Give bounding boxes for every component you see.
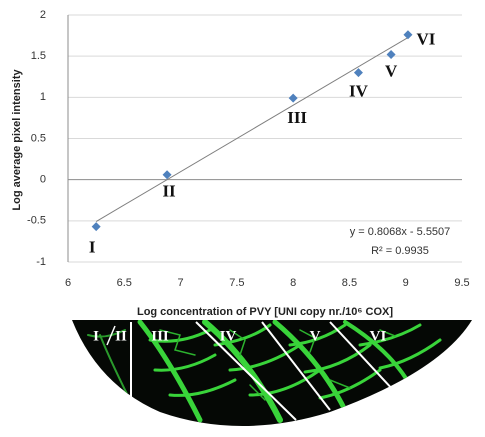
leaf-section-label: III bbox=[151, 328, 169, 344]
data-point bbox=[162, 170, 172, 180]
leaf-shape bbox=[72, 320, 472, 426]
r-squared: R² = 0.9935 bbox=[371, 245, 429, 257]
x-tick-label: 9 bbox=[403, 277, 409, 289]
y-tick-label: 1 bbox=[40, 91, 46, 103]
data-point bbox=[353, 68, 363, 78]
point-label: VI bbox=[417, 30, 436, 49]
leaf-section-label: VI bbox=[370, 328, 387, 344]
data-point bbox=[386, 50, 396, 60]
x-tick-label: 9.5 bbox=[454, 277, 469, 289]
data-point bbox=[403, 30, 413, 40]
y-tick-label: 1.5 bbox=[31, 50, 46, 62]
section-dividers bbox=[106, 321, 396, 421]
y-tick-label: 0.5 bbox=[31, 132, 46, 144]
trendline-equation: y = 0.8068x - 5.5507 bbox=[350, 226, 451, 238]
x-tick-label: 7 bbox=[178, 277, 184, 289]
x-tick-label: 7.5 bbox=[229, 277, 244, 289]
point-label: V bbox=[385, 61, 398, 80]
data-point bbox=[288, 93, 298, 103]
x-tick-label: 6 bbox=[65, 277, 71, 289]
leaf-section-label: IV bbox=[220, 328, 237, 344]
data-point bbox=[91, 222, 101, 232]
y-tick-label: -0.5 bbox=[27, 215, 46, 227]
leaf-section-label: II bbox=[115, 328, 127, 344]
trendline bbox=[95, 37, 409, 222]
leaf-section-label: I bbox=[93, 328, 99, 344]
point-label: I bbox=[89, 238, 96, 257]
leaf-image bbox=[72, 320, 472, 426]
x-tick-label: 8 bbox=[290, 277, 296, 289]
y-tick-label: 0 bbox=[40, 174, 46, 186]
leaf-veins bbox=[87, 320, 442, 423]
y-tick-label: -1 bbox=[36, 256, 46, 268]
point-label: IV bbox=[349, 82, 369, 101]
y-tick-label: 2 bbox=[40, 9, 46, 21]
point-label: II bbox=[162, 182, 176, 201]
point-label: III bbox=[287, 108, 307, 127]
y-axis-title: Log average pixel intensity bbox=[11, 69, 23, 211]
x-axis-title: Log concentration of PVY [UNI copy nr./1… bbox=[137, 306, 393, 318]
leaf-section-label: V bbox=[310, 328, 321, 344]
x-tick-label: 8.5 bbox=[342, 277, 357, 289]
x-tick-label: 6.5 bbox=[117, 277, 132, 289]
